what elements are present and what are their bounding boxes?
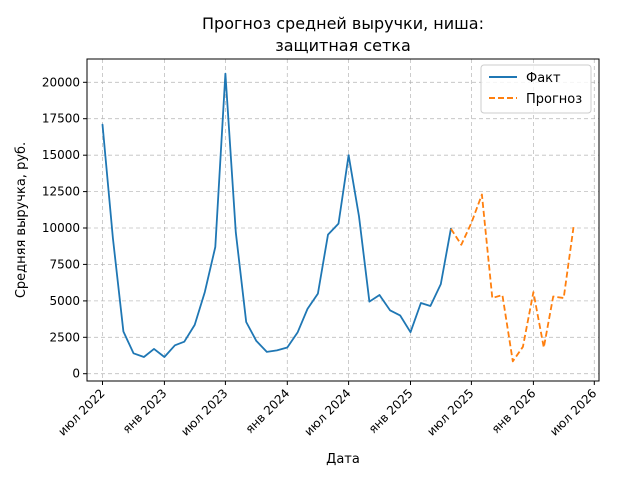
legend: Факт Прогноз (480, 64, 592, 114)
plot-area-frame (86, 58, 600, 382)
y-tick-label: 17500 (42, 112, 80, 126)
y-tick-label: 12500 (42, 185, 80, 199)
legend-fact-label: Факт (526, 71, 561, 86)
x-axis-label: Дата (326, 452, 360, 467)
chart-title-line2: защитная сетка (275, 36, 411, 55)
axis-ticks: 0 2500 5000 7500 10000 12500 15000 17500 20000 ию… (42, 75, 600, 438)
x-tick-label: июл 2023 (178, 386, 230, 438)
y-tick-label: 15000 (42, 148, 80, 162)
y-tick-label: 0 (72, 367, 80, 381)
series-line-forecast (450, 193, 575, 363)
chart-title-line1: Прогноз средней выручки, ниша: (202, 14, 484, 33)
x-tick-label: янв 2023 (120, 386, 170, 436)
y-axis-label: Средняя выручка, руб. (14, 142, 29, 298)
y-tick-label: 20000 (42, 75, 80, 89)
x-tick-label: июл 2022 (55, 386, 107, 438)
x-tick-label: июл 2025 (424, 386, 476, 438)
x-tick-label: июл 2024 (301, 386, 353, 438)
y-tick-label: 10000 (42, 221, 80, 235)
x-tick-label: янв 2025 (366, 386, 416, 436)
y-tick-label: 7500 (49, 257, 80, 271)
y-tick-label: 5000 (49, 294, 80, 308)
series-line-fact (101, 72, 452, 358)
legend-forecast-label: Прогноз (526, 92, 582, 107)
y-tick-label: 2500 (49, 330, 80, 344)
plot-lines (101, 72, 575, 363)
x-tick-label: июл 2026 (547, 386, 599, 438)
x-tick-label: янв 2024 (243, 386, 293, 436)
x-tick-label: янв 2026 (489, 386, 539, 436)
grid (87, 59, 599, 381)
